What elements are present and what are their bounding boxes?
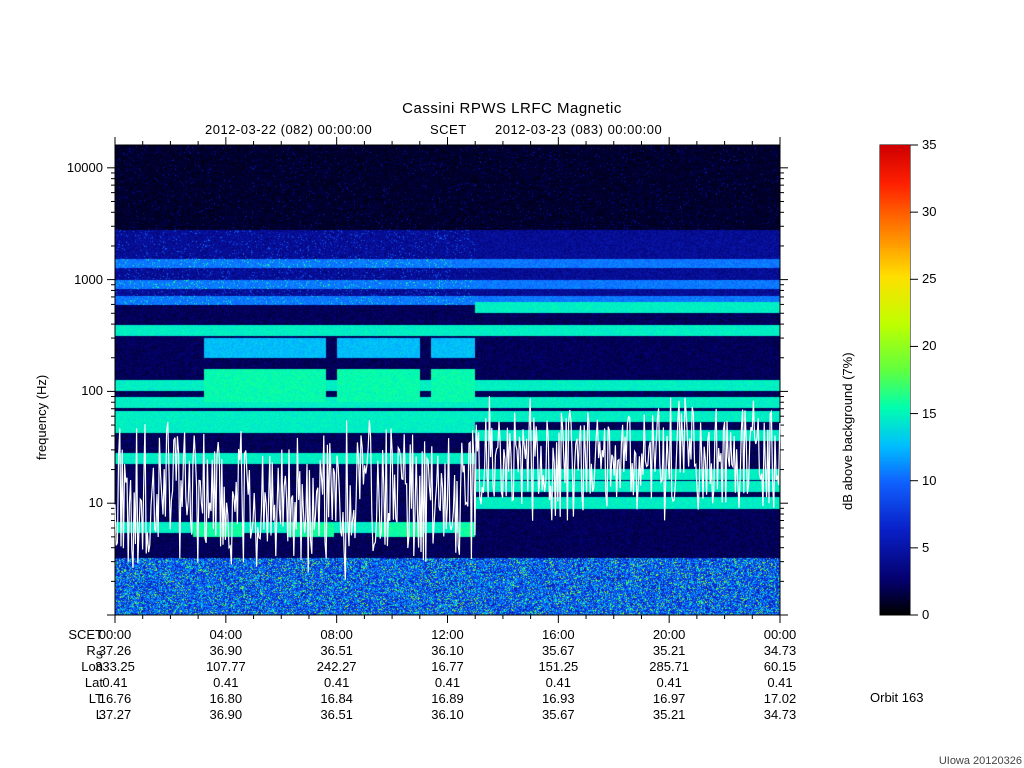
x-row-value: 12:00: [416, 627, 480, 642]
x-row-value: 36.90: [194, 707, 258, 722]
x-row-value: 0.41: [526, 675, 590, 690]
x-row-value: 0.41: [637, 675, 701, 690]
colorbar-tick-label: 0: [922, 607, 929, 622]
x-row-value: 0.41: [305, 675, 369, 690]
y-tick-label: 100: [43, 383, 103, 398]
x-row-value: 37.27: [83, 707, 147, 722]
x-row-value: 20:00: [637, 627, 701, 642]
axes-overlay: [0, 0, 1024, 768]
colorbar-tick-label: 30: [922, 204, 936, 219]
x-row-value: 36.51: [305, 643, 369, 658]
colorbar-tick-label: 5: [922, 540, 929, 555]
x-row-value: 16.80: [194, 691, 258, 706]
orbit-label: Orbit 163: [870, 690, 923, 705]
x-row-value: 242.27: [305, 659, 369, 674]
x-row-value: 00:00: [83, 627, 147, 642]
x-row-value: 16.76: [83, 691, 147, 706]
x-row-value: 35.21: [637, 707, 701, 722]
y-tick-label: 10000: [43, 160, 103, 175]
x-row-value: 0.41: [83, 675, 147, 690]
colorbar-label: dB above background (7%): [840, 250, 855, 510]
x-row-value: 36.51: [305, 707, 369, 722]
x-row-value: 16.77: [416, 659, 480, 674]
colorbar-tick-label: 15: [922, 406, 936, 421]
x-row-value: 333.25: [83, 659, 147, 674]
y-tick-label: 1000: [43, 272, 103, 287]
x-row-value: 00:00: [748, 627, 812, 642]
x-row-value: 34.73: [748, 643, 812, 658]
colorbar-tick-label: 20: [922, 338, 936, 353]
x-row-value: 16.89: [416, 691, 480, 706]
colorbar: [880, 145, 910, 615]
x-row-value: 107.77: [194, 659, 258, 674]
colorbar-tick-label: 35: [922, 137, 936, 152]
x-row-value: 36.90: [194, 643, 258, 658]
x-row-value: 16.93: [526, 691, 590, 706]
x-row-value: 34.73: [748, 707, 812, 722]
x-row-value: 04:00: [194, 627, 258, 642]
x-row-value: 35.67: [526, 643, 590, 658]
x-row-value: 36.10: [416, 707, 480, 722]
x-row-value: 16.84: [305, 691, 369, 706]
x-row-value: 285.71: [637, 659, 701, 674]
x-row-value: 151.25: [526, 659, 590, 674]
colorbar-tick-label: 10: [922, 473, 936, 488]
x-row-value: 35.21: [637, 643, 701, 658]
x-row-value: 37.26: [83, 643, 147, 658]
colorbar-tick-label: 25: [922, 271, 936, 286]
x-row-value: 16:00: [526, 627, 590, 642]
x-row-value: 0.41: [194, 675, 258, 690]
x-row-value: 36.10: [416, 643, 480, 658]
x-row-value: 16.97: [637, 691, 701, 706]
x-row-value: 17.02: [748, 691, 812, 706]
x-row-value: 08:00: [305, 627, 369, 642]
x-row-value: 0.41: [416, 675, 480, 690]
x-row-value: 35.67: [526, 707, 590, 722]
y-tick-label: 10: [43, 495, 103, 510]
x-row-value: 60.15: [748, 659, 812, 674]
x-row-value: 0.41: [748, 675, 812, 690]
generation-stamp: UIowa 20120326: [939, 755, 1022, 767]
